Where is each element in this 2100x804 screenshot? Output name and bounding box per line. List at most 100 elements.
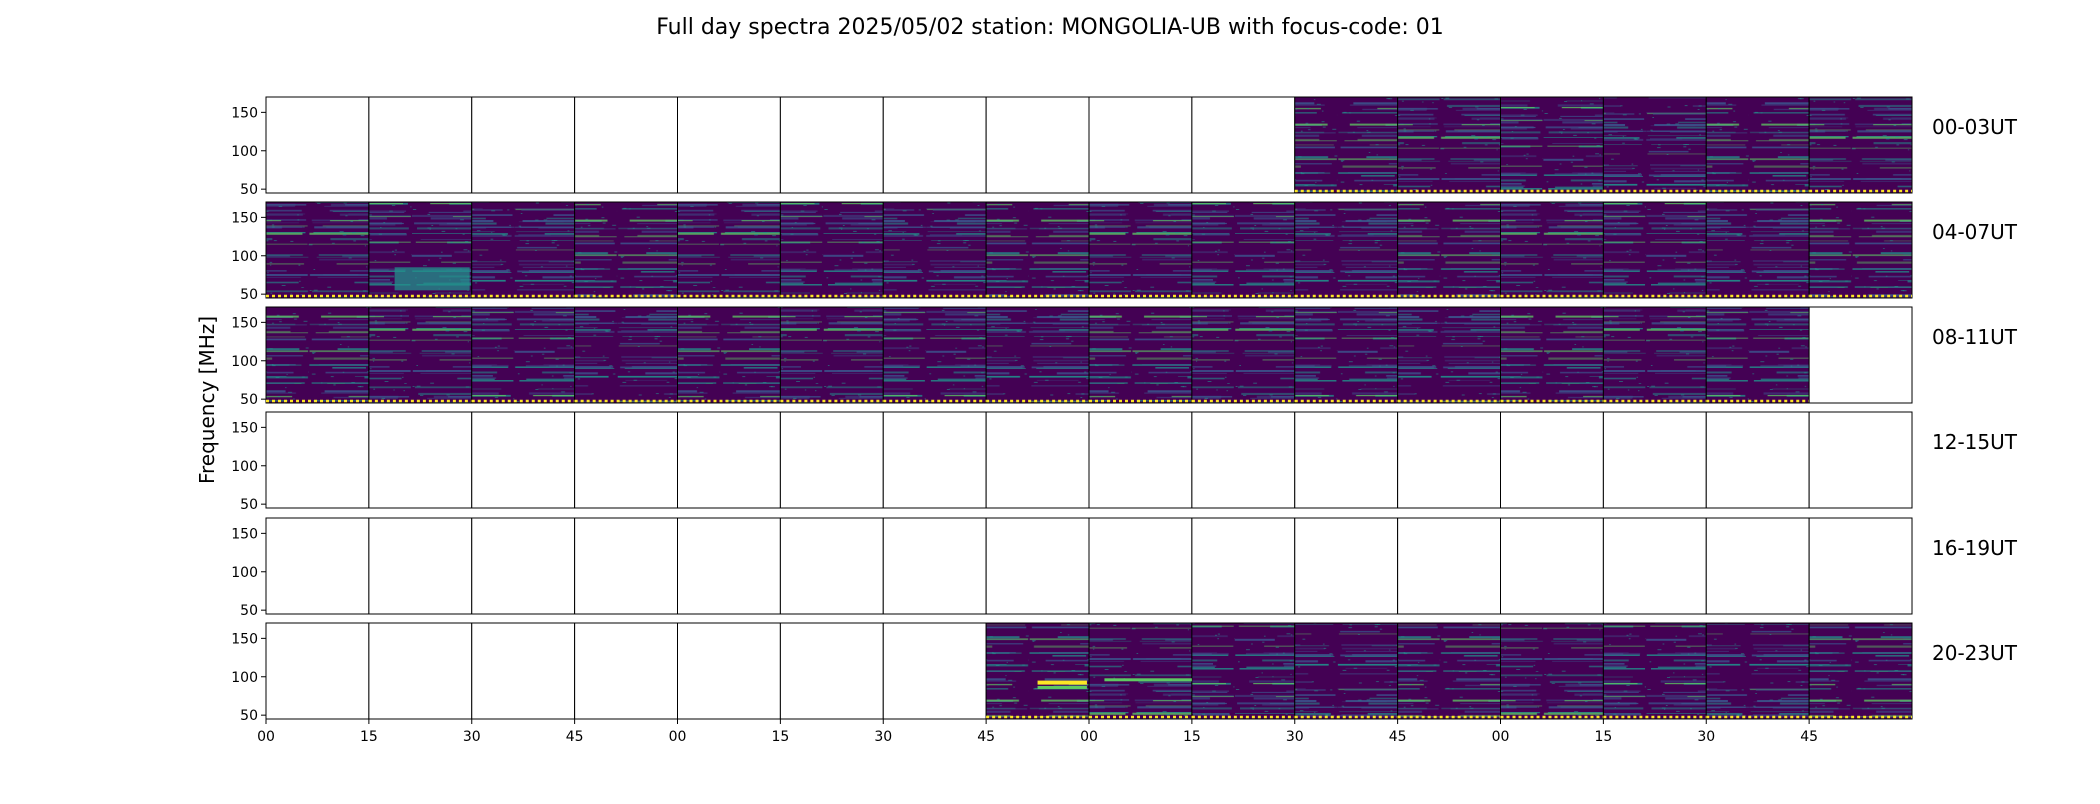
empty-panel: [779, 517, 884, 615]
spectrum-panel: [1705, 201, 1810, 299]
y-tick-label: 50: [240, 497, 258, 513]
empty-panel: [882, 411, 987, 509]
row-20-23UT: 50 100 150 20-23UT: [231, 622, 2018, 724]
spectrum-panel: [1088, 306, 1193, 404]
y-tick-label: 100: [231, 670, 258, 686]
empty-panel: [882, 517, 987, 615]
spectrum-panel: [1705, 622, 1810, 720]
row-label: 20-23UT: [1932, 641, 2018, 665]
x-tick-label: 30: [874, 729, 892, 745]
empty-panel: [265, 622, 370, 720]
y-tick-label: 150: [231, 631, 258, 647]
x-tick-label: 00: [257, 729, 275, 745]
row-00-03UT: 50 100 150 00-03UT: [231, 96, 2018, 198]
spectrum-panel: [1397, 96, 1502, 194]
empty-panel: [471, 411, 576, 509]
spectrum-panel: [1294, 201, 1399, 299]
spectrum-panel: [265, 201, 370, 299]
y-tick-label: 100: [231, 565, 258, 581]
bright-feature: [394, 267, 470, 291]
spectrum-panel: [1294, 306, 1399, 404]
spectrum-panel: [1191, 201, 1296, 299]
empty-panel: [1294, 411, 1399, 509]
empty-panel: [779, 622, 884, 720]
y-tick-label: 100: [231, 144, 258, 160]
bright-feature: [1037, 680, 1087, 685]
x-tick-label: 45: [1800, 729, 1818, 745]
row-16-19UT: 50 100 150 16-19UT: [231, 517, 2018, 619]
spectrum-panel: [471, 201, 576, 299]
spectrum-panel: [1500, 96, 1604, 194]
y-tick-label: 150: [231, 105, 258, 121]
row-label: 16-19UT: [1932, 536, 2018, 560]
y-tick-label: 100: [231, 459, 258, 475]
empty-panel: [677, 411, 781, 509]
spectrum-panel: [1808, 622, 1913, 720]
spectrum-panel: [985, 201, 1090, 299]
spectrum-panel: [471, 306, 576, 404]
empty-panel: [1808, 411, 1913, 509]
empty-panel: [1191, 96, 1296, 194]
row-04-07UT: 50 100 150 04-07UT: [231, 201, 2018, 303]
empty-panel: [1500, 411, 1604, 509]
x-tick-label: 30: [463, 729, 481, 745]
spectrum-panel: [1602, 96, 1707, 194]
y-tick-label: 100: [231, 354, 258, 370]
y-tick-label: 150: [231, 210, 258, 226]
empty-panel: [368, 622, 473, 720]
empty-panel: [1602, 411, 1707, 509]
empty-panel: [1808, 517, 1913, 615]
x-tick-label: 30: [1286, 729, 1304, 745]
x-tick-label: 45: [1389, 729, 1407, 745]
spectrum-panel: [1705, 306, 1810, 404]
spectrum-panel: [1705, 96, 1810, 194]
empty-panel: [574, 622, 679, 720]
spectrum-panel: [1500, 306, 1604, 404]
empty-panel: [471, 96, 576, 194]
empty-panel: [1808, 306, 1913, 404]
y-tick-label: 50: [240, 603, 258, 619]
empty-panel: [265, 411, 370, 509]
spectrum-panel: [882, 306, 987, 404]
x-tick-label: 00: [1080, 729, 1098, 745]
spectrum-panel: [1602, 306, 1707, 404]
empty-panel: [574, 411, 679, 509]
spectrum-panel: [1088, 622, 1193, 720]
row-08-11UT: 50 100 150 08-11UT: [231, 306, 2018, 408]
x-tick-label: 30: [1697, 729, 1715, 745]
empty-panel: [779, 411, 884, 509]
empty-panel: [985, 411, 1090, 509]
spectrum-panel: [779, 201, 884, 299]
x-axis: 00 15 30 45 00 15 30 45 00 15 30 45 00 15 30 45: [257, 719, 1818, 745]
y-tick-label: 50: [240, 708, 258, 724]
spectrum-panel: [985, 306, 1090, 404]
x-tick-label: 45: [977, 729, 995, 745]
row-label: 00-03UT: [1932, 115, 2018, 139]
spectrum-panel: [368, 306, 473, 404]
empty-panel: [1088, 517, 1193, 615]
y-tick-label: 150: [231, 526, 258, 542]
y-tick-label: 100: [231, 249, 258, 265]
spectrum-panel: [574, 306, 679, 404]
spectrum-panel: [1294, 96, 1399, 194]
spectrum-panel: [1808, 201, 1913, 299]
spectrum-panel: [1500, 622, 1604, 720]
empty-panel: [1602, 517, 1707, 615]
spectrum-panel: [1397, 622, 1502, 720]
empty-panel: [1705, 411, 1810, 509]
spectrum-panel: [1602, 622, 1707, 720]
y-axis-label: Frequency [MHz]: [195, 316, 219, 484]
empty-panel: [1397, 517, 1502, 615]
empty-panel: [882, 622, 987, 720]
y-tick-label: 50: [240, 182, 258, 198]
empty-panel: [985, 96, 1090, 194]
spectrum-panel: [1808, 96, 1913, 194]
y-tick-label: 50: [240, 287, 258, 303]
spectrum-panel: [677, 201, 781, 299]
bright-features: [394, 267, 1192, 689]
spectrum-panel: [677, 306, 781, 404]
spectra-rows: 50 100 150 00-03UT 50 100 150 04-07UT 50 100 150 08…: [231, 96, 2018, 724]
bright-feature: [1037, 685, 1087, 689]
row-label: 04-07UT: [1932, 220, 2018, 244]
